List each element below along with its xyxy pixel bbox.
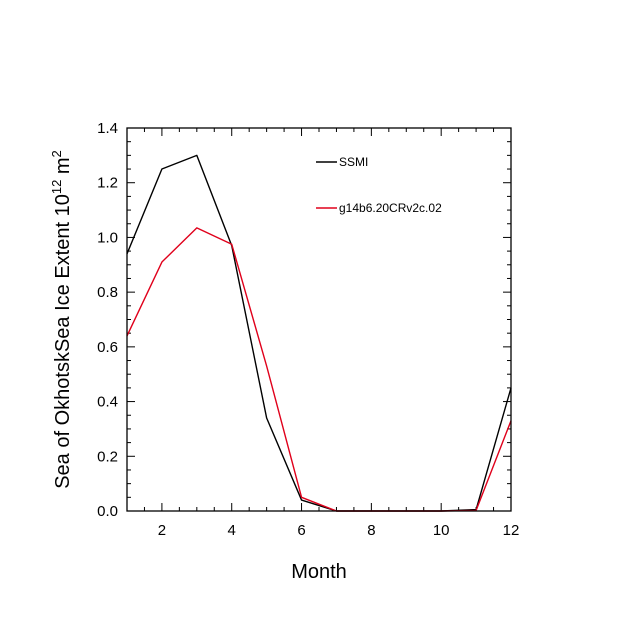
y-tick-label: 0.2 <box>97 448 118 465</box>
y-axis-title-exponent: 12 <box>49 180 64 194</box>
legend-label: SSMI <box>339 155 368 169</box>
x-tick-label: 10 <box>433 522 450 539</box>
y-tick-label: 0.6 <box>97 339 118 356</box>
y-tick-label: 1.4 <box>97 120 118 137</box>
y-tick-label: 0.8 <box>97 284 118 301</box>
y-axis-title: Sea of OkhotskSea Ice Extent 1012 m2 <box>49 150 74 489</box>
x-tick-label: 2 <box>158 522 166 539</box>
y-tick-label: 0.4 <box>97 394 118 411</box>
series-line-SSMI <box>126 154 512 512</box>
legend: SSMI g14b6.20CRv2c.02 <box>316 155 442 215</box>
y-axis-title-unit-exponent: 2 <box>49 150 64 157</box>
x-tick-label: 8 <box>367 522 375 539</box>
y-tick-label: 1.0 <box>97 229 118 246</box>
tick-labels: 2 4 6 8 10 12 0.0 0.2 0.4 0.6 0.8 1.0 1.2 1.4 <box>97 120 519 539</box>
x-tick-label: 12 <box>503 522 520 539</box>
y-axis-title-main: Sea of OkhotskSea Ice Extent 10 <box>52 194 74 489</box>
y-tick-label: 0.0 <box>97 503 118 520</box>
legend-label: g14b6.20CRv2c.02 <box>339 201 442 215</box>
y-axis-title-unit-symbol: m <box>52 157 74 174</box>
x-tick-label: 6 <box>297 522 305 539</box>
y-tick-label: 1.2 <box>97 175 118 192</box>
x-axis-title: Month <box>291 561 347 583</box>
x-tick-label: 4 <box>228 522 236 539</box>
axis-ticks <box>126 127 512 512</box>
series-lines <box>126 154 512 512</box>
plot-frame <box>126 127 512 512</box>
series-line-g14b6.20CRv2c.02 <box>126 227 512 512</box>
